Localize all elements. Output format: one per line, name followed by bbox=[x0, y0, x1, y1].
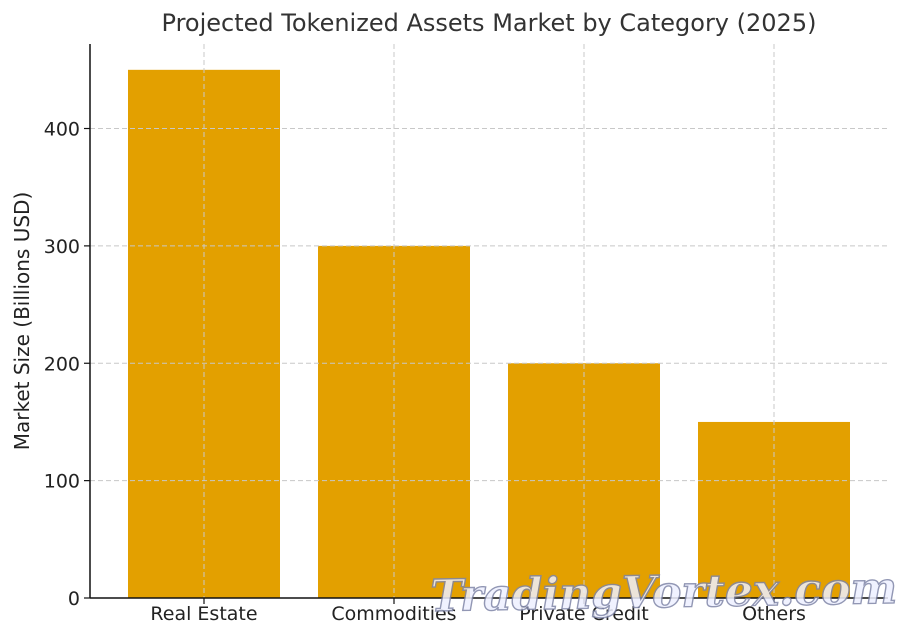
grid-lines bbox=[90, 44, 888, 598]
chart-title: Projected Tokenized Assets Market by Cat… bbox=[162, 9, 817, 37]
x-tick-label: Commodities bbox=[331, 603, 456, 625]
x-tick-label: Private Credit bbox=[519, 603, 648, 625]
y-tick-label: 100 bbox=[44, 471, 80, 493]
y-tick-label: 0 bbox=[68, 588, 80, 610]
x-tick-label: Real Estate bbox=[150, 603, 257, 625]
y-ticks: 0 100 200 300 400 bbox=[44, 119, 90, 610]
watermark: TradingVortex.com bbox=[429, 562, 898, 623]
watermark-text: TradingVortex.com bbox=[430, 563, 897, 622]
axes bbox=[89, 44, 888, 599]
x-tick-label: Others bbox=[742, 603, 806, 625]
y-tick-label: 300 bbox=[44, 236, 80, 258]
x-ticks: Real Estate Commodities Private Credit Othe… bbox=[150, 598, 806, 625]
bars bbox=[128, 69, 850, 599]
y-tick-label: 200 bbox=[44, 353, 80, 375]
y-axis-label: Market Size (Billions USD) bbox=[10, 192, 34, 451]
y-tick-label: 400 bbox=[44, 119, 80, 141]
